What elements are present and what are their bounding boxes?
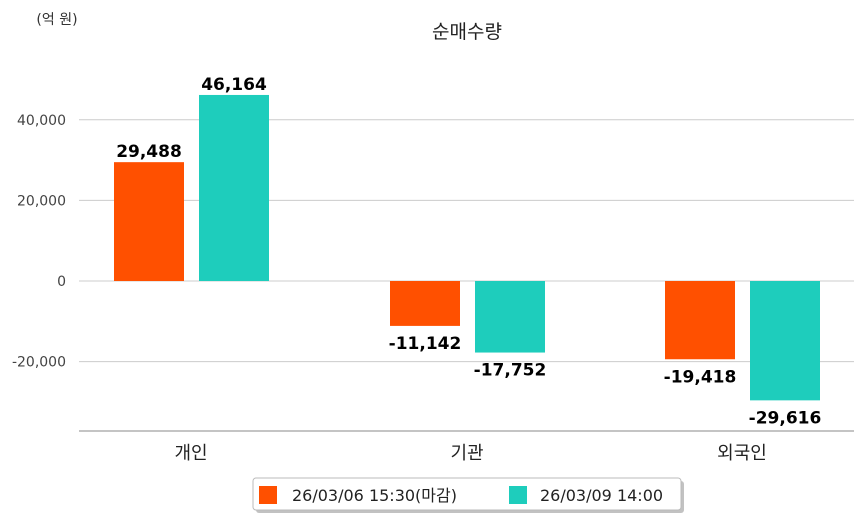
- legend-swatch-series-2: [509, 486, 527, 504]
- bar-1-외국인[interactable]: [665, 281, 735, 360]
- data-label: -19,418: [664, 367, 737, 387]
- legend-swatch-series-1: [259, 486, 277, 504]
- bar-2-개인[interactable]: [199, 94, 269, 282]
- y-tick-label: 40,000: [17, 113, 66, 129]
- x-category-label: 외국인: [717, 443, 767, 464]
- unit-label: (억 원): [36, 12, 77, 28]
- y-tick-label: 20,000: [17, 193, 66, 209]
- y-tick-label: -20,000: [12, 355, 66, 371]
- legend-label-series-1[interactable]: 26/03/06 15:30(마감): [292, 486, 457, 505]
- bar-1-개인[interactable]: [114, 162, 184, 281]
- bar-2-기관[interactable]: [475, 281, 545, 353]
- x-category-label: 개인: [174, 443, 207, 464]
- data-label: 29,488: [116, 142, 182, 162]
- legend: 26/03/06 15:30(마감) 26/03/09 14:00: [252, 477, 684, 513]
- legend-label-series-2[interactable]: 26/03/09 14:00: [540, 486, 663, 505]
- y-tick-label: 0: [57, 274, 66, 290]
- data-label: -29,616: [749, 408, 822, 428]
- x-category-label: 기관: [450, 443, 483, 464]
- chart-title: 순매수량: [432, 21, 502, 43]
- data-label: -11,142: [389, 334, 462, 354]
- bar-1-기관[interactable]: [390, 281, 460, 326]
- data-label: 46,164: [201, 75, 267, 95]
- data-label: -17,752: [474, 361, 547, 381]
- bar-2-외국인[interactable]: [750, 281, 820, 401]
